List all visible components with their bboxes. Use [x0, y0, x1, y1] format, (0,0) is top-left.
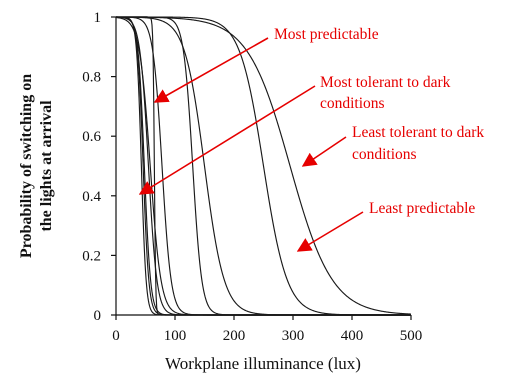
y-tick-label: 0: [94, 308, 102, 324]
x-tick-label: 300: [282, 328, 305, 344]
y-tick-label: 1: [94, 10, 102, 26]
annotation-least-tolerant: Least tolerant to dark conditions: [301, 124, 484, 167]
y-axis-title: Probability of switching on the lights a…: [18, 74, 55, 258]
arrow-most-tolerant: [138, 85, 316, 195]
x-tick-label: 400: [341, 328, 364, 344]
annotation-most-predictable: Most predictable: [153, 26, 379, 103]
arrow-most-predictable: [153, 37, 269, 103]
x-tick-label: 200: [223, 328, 246, 344]
y-axis-title-line-1: Probability of switching on: [18, 74, 35, 258]
y-tick-label: 0.2: [82, 248, 101, 264]
label-most-predictable: Most predictable: [274, 26, 379, 43]
curves: [115, 16, 412, 316]
y-tick-label: 0.6: [82, 129, 101, 145]
x-axis-title: Workplane illuminance (lux): [165, 354, 361, 373]
x-tick-label: 0: [112, 328, 120, 344]
arrow-least-predictable: [296, 211, 364, 252]
label-most-tolerant-line-2: conditions: [320, 95, 385, 112]
annotation-least-predictable: Least predictable: [296, 200, 475, 252]
label-least-predictable: Least predictable: [369, 200, 475, 217]
x-ticks: 0 100 200 300 400 500: [112, 315, 422, 344]
probability-curve-10: [116, 16, 411, 316]
y-tick-label: 0.8: [82, 70, 101, 86]
arrow-least-tolerant: [301, 136, 347, 167]
y-ticks: 0 0.2 0.4 0.6 0.8 1: [82, 10, 116, 324]
probability-curve-11: [116, 16, 412, 315]
label-least-tolerant-line-2: conditions: [352, 146, 417, 163]
x-tick-label: 500: [400, 328, 423, 344]
x-tick-label: 100: [164, 328, 187, 344]
label-most-tolerant-line-1: Most tolerant to dark: [320, 74, 451, 91]
label-least-tolerant-line-1: Least tolerant to dark: [352, 124, 484, 141]
y-tick-label: 0.4: [82, 189, 101, 205]
annotation-most-tolerant: Most tolerant to dark conditions: [138, 74, 451, 195]
y-axis-title-line-2: the lights at arrival: [38, 100, 55, 232]
